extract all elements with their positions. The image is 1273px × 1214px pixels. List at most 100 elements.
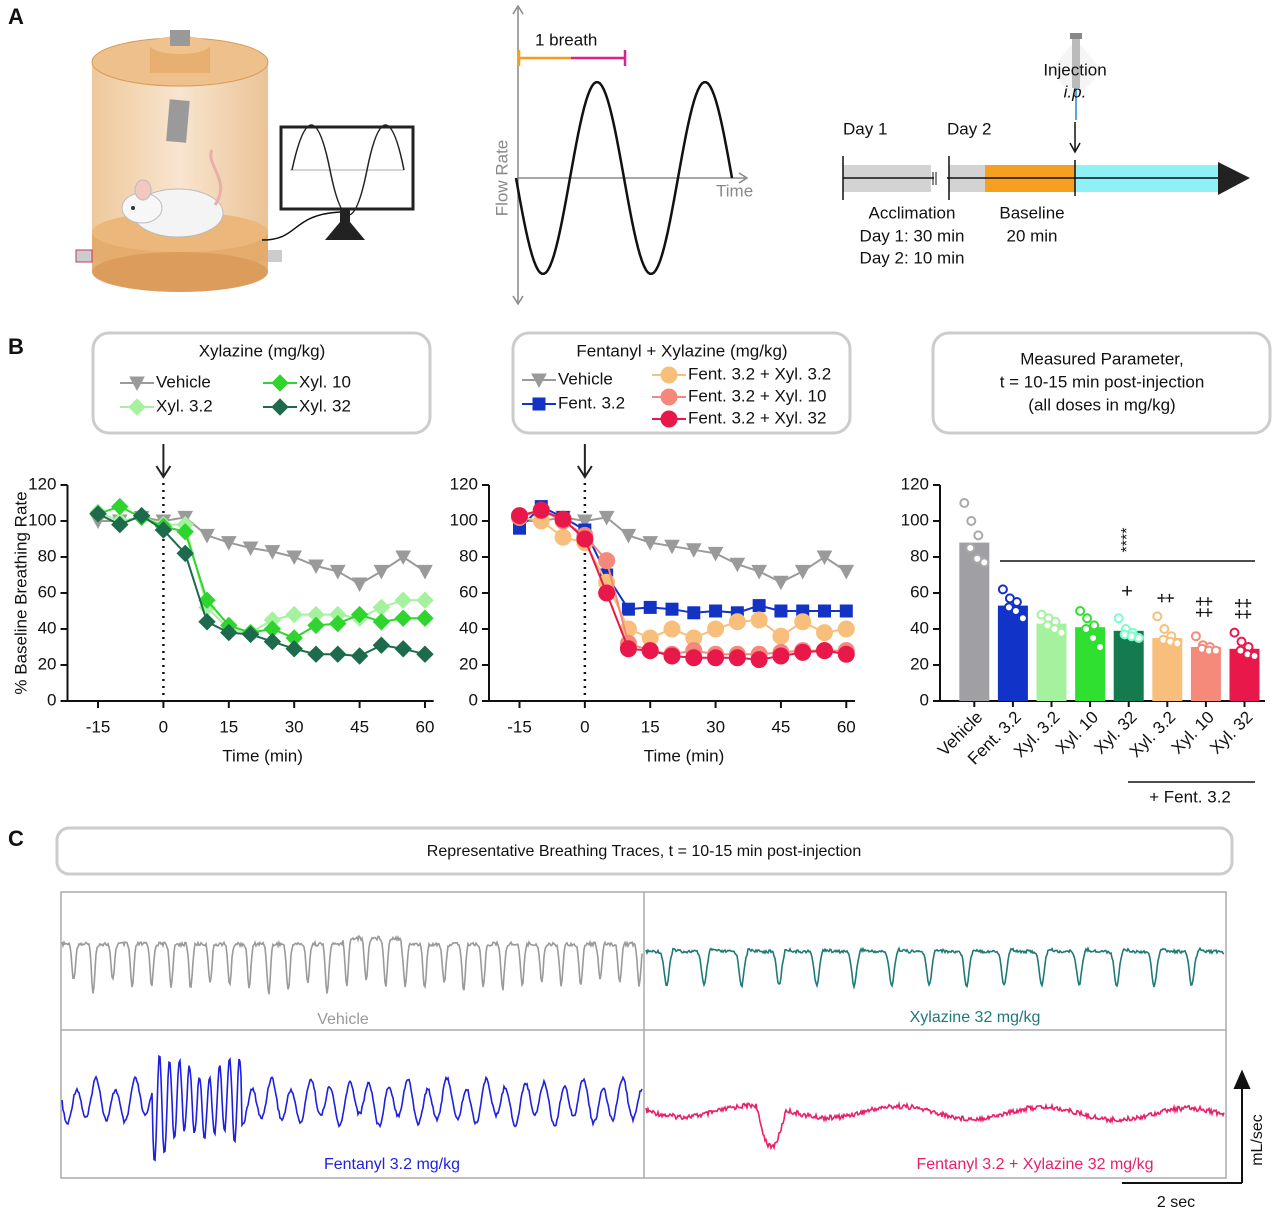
marker [752, 599, 766, 613]
legend-label: Vehicle [156, 372, 211, 391]
x-tick-label: 15 [219, 717, 238, 736]
data-point [1095, 642, 1106, 652]
y-tick-label: 40 [38, 618, 57, 637]
data-point [1159, 624, 1170, 634]
marker [176, 544, 194, 563]
x-tick-label: 0 [580, 717, 589, 736]
series-line [98, 516, 426, 586]
significance-label: **** [1119, 528, 1136, 553]
marker [416, 609, 434, 627]
traces-title: Representative Breathing Traces, t = 10-… [427, 843, 861, 860]
marker [285, 640, 303, 658]
data-point [1133, 633, 1144, 643]
panel-label: C [8, 826, 24, 851]
legend-title: Xylazine (mg/kg) [199, 341, 326, 360]
legend-marker [660, 410, 678, 428]
marker [598, 584, 616, 602]
marker [816, 642, 833, 660]
marker [242, 541, 259, 557]
x-tick-label: 30 [706, 717, 725, 736]
marker [687, 606, 701, 620]
y-tick-label: 100 [28, 510, 56, 529]
legend-title: (all doses in mg/kg) [1028, 395, 1175, 414]
series-line [519, 516, 847, 584]
marker [511, 507, 528, 525]
marker [307, 645, 325, 663]
day-label: Day 1 [843, 119, 887, 138]
legend-box [931, 331, 1272, 435]
day-label: Day 2 [947, 119, 991, 138]
flow-diagram: 1 breath Flow Rate Time [492, 4, 753, 306]
data-point [1056, 627, 1067, 638]
data-point [979, 557, 990, 568]
marker [308, 559, 324, 575]
legend-label: Xyl. 10 [299, 372, 351, 391]
y-tick-label: 20 [910, 654, 929, 673]
series-line [97, 512, 426, 658]
data-point [1229, 627, 1240, 638]
baseline-label: Baseline [999, 203, 1064, 222]
legend-label: Fent. 3.2 + Xyl. 10 [688, 386, 826, 405]
significance-mark: ‡ [1156, 592, 1178, 603]
bar [1190, 647, 1221, 701]
trace-label: Fentanyl 3.2 + Xylazine 32 mg/kg [916, 1156, 1153, 1173]
marker [307, 616, 325, 635]
marker [750, 611, 768, 629]
legend-label: Fent. 3.2 + Xyl. 3.2 [688, 364, 831, 383]
marker [728, 613, 746, 631]
chamber-illustration [75, 30, 415, 292]
data-point [966, 516, 977, 526]
acclimation-day2: Day 2: 10 min [860, 248, 965, 267]
data-point [997, 584, 1008, 595]
y-tick-label: 120 [28, 474, 56, 493]
marker [709, 604, 723, 618]
legend-title: t = 10-15 min post-injection [1000, 372, 1205, 391]
marker [619, 640, 637, 658]
marker [837, 620, 855, 638]
marker [176, 523, 194, 541]
marker [664, 539, 680, 555]
y-tick-label: 60 [459, 582, 478, 601]
x-tick-label: 0 [159, 717, 168, 736]
marker [641, 642, 659, 660]
marker [285, 605, 303, 624]
marker [329, 564, 346, 580]
marker [132, 506, 151, 525]
data-point [1152, 611, 1163, 622]
marker [198, 613, 216, 631]
series-line [518, 505, 847, 614]
title-box [55, 826, 1234, 876]
marker [554, 528, 572, 546]
x-axis-label: Time (min) [644, 746, 725, 765]
legend-label: Vehicle [558, 369, 613, 388]
marker [350, 605, 369, 624]
marker [576, 530, 594, 548]
data-point [1010, 606, 1021, 616]
marker [373, 564, 390, 580]
series-line [97, 511, 425, 634]
legend-label: Fent. 3.2 [558, 393, 625, 412]
marker [794, 643, 812, 661]
marker [372, 613, 391, 631]
x-tick-label: 15 [641, 717, 660, 736]
marker [707, 546, 724, 562]
marker [89, 505, 107, 523]
data-point [1075, 606, 1086, 616]
legend-marker [531, 373, 547, 389]
marker [329, 614, 347, 633]
y-tick-label: 0 [47, 690, 56, 709]
data-point [1088, 633, 1099, 643]
marker [241, 625, 260, 644]
x-tick-label: 30 [285, 717, 304, 736]
y-tick-label: 60 [38, 582, 57, 601]
y-tick-label: 0 [469, 690, 478, 709]
legend-marker [128, 398, 146, 416]
legend-label: Xyl. 32 [299, 396, 351, 415]
series-line [519, 516, 847, 640]
marker [598, 510, 615, 526]
breathing-trace [645, 1100, 1225, 1151]
y-tick-label: 100 [901, 510, 929, 529]
acclimation-day1: Day 1: 30 min [860, 226, 965, 245]
legend-box [91, 331, 432, 435]
